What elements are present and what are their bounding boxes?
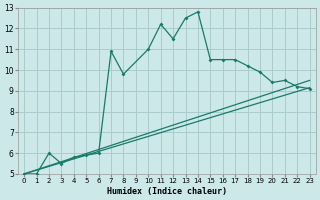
X-axis label: Humidex (Indice chaleur): Humidex (Indice chaleur)	[107, 187, 227, 196]
